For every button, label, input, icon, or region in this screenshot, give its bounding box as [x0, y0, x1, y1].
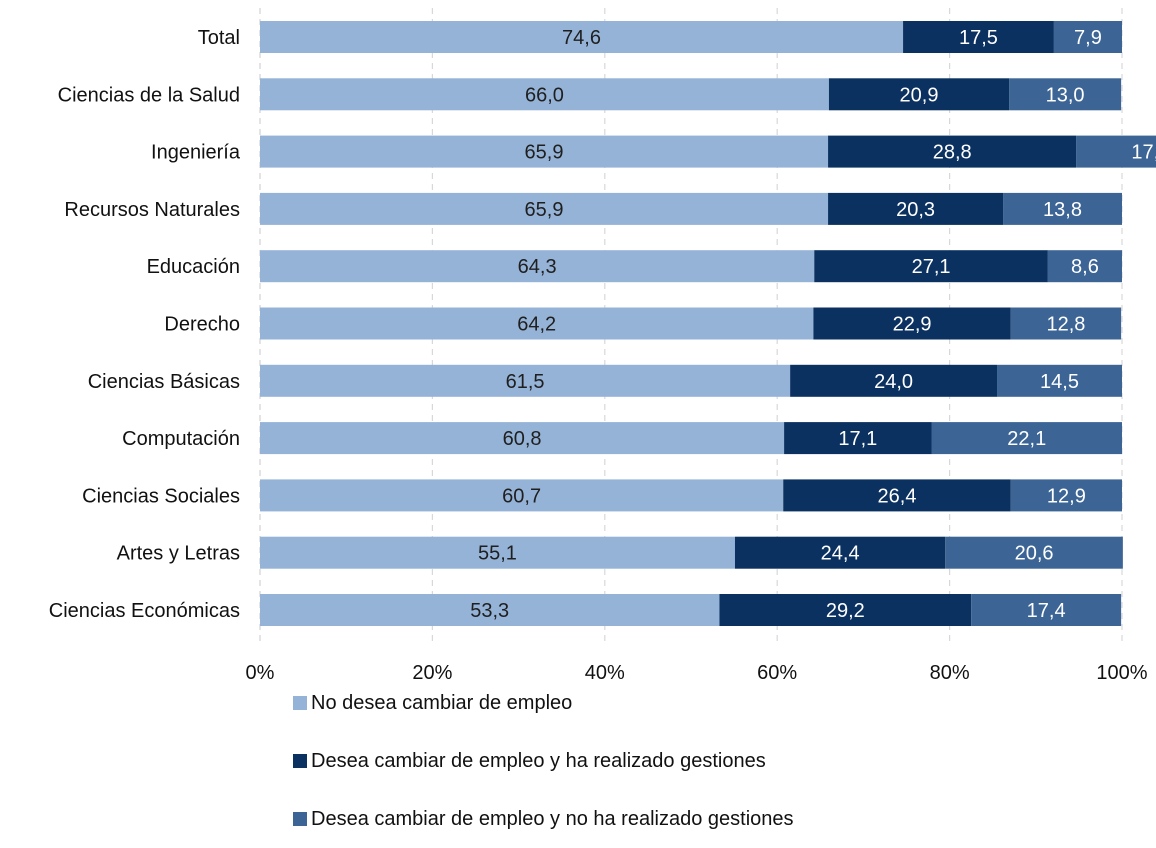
bar-segment-3 [945, 536, 1123, 569]
data-label-series-3: 17,4 [1027, 600, 1066, 622]
bar-segment-3 [1010, 307, 1122, 340]
data-label-series-3: 13,0 [1046, 84, 1085, 106]
data-label-series-1: 60,7 [502, 485, 541, 507]
bar-segment-1 [260, 422, 785, 455]
x-tick-label: 100% [1096, 662, 1147, 684]
chart-plot-area: 74,6 17,5 7,9 Total 66,0 20,9 13,0 Ciencias de … [49, 8, 1156, 684]
bar-segment-3 [1076, 135, 1156, 168]
stacked-bar-chart: 74,6 17,5 7,9 Total 66,0 20,9 13,0 Ciencias de … [48, 8, 1156, 830]
bar-segment-2 [828, 192, 1004, 225]
bar-segment-1 [260, 536, 735, 569]
legend-label-desea-cambiar-con-gestiones: Desea cambiar de empleo y ha realizado g… [311, 749, 766, 772]
data-label-series-3: 12,9 [1047, 485, 1086, 507]
bar-segment-2 [813, 307, 1011, 340]
bar-segment-1 [260, 78, 829, 111]
bar-segment-3 [997, 364, 1122, 397]
data-label-series-1: 55,1 [478, 543, 517, 565]
data-label-series-3: 8,6 [1071, 256, 1099, 278]
data-label-series-3: 17,3 [1131, 142, 1156, 164]
data-label-series-1: 74,6 [562, 27, 601, 49]
bar-segment-2 [783, 479, 1011, 512]
category-label: Educación [147, 256, 240, 278]
bar-segment-2 [719, 594, 972, 626]
category-label: Derecho [164, 314, 240, 336]
category-label: Recursos Naturales [64, 199, 240, 221]
data-label-series-3: 13,8 [1043, 199, 1082, 221]
legend-swatch-desea-cambiar-con-gestiones [293, 754, 307, 768]
bar-segment-3 [971, 594, 1122, 626]
x-tick-label: 80% [930, 662, 970, 684]
data-label-series-1: 60,8 [503, 428, 542, 450]
bar-segment-2 [790, 364, 998, 397]
data-label-series-3: 12,8 [1047, 314, 1086, 336]
data-label-series-2: 20,3 [896, 199, 935, 221]
data-label-series-2: 20,9 [900, 84, 939, 106]
bar-segment-1 [260, 250, 815, 283]
bar-segment-1 [260, 364, 791, 397]
category-label: Artes y Letras [117, 543, 240, 565]
bar-segment-3 [1047, 250, 1122, 283]
data-label-series-2: 27,1 [912, 256, 951, 278]
legend-item-no-desea-cambiar: No desea cambiar de empleo [293, 674, 1053, 732]
category-label: Ciencias Económicas [49, 600, 240, 622]
legend-swatch-desea-cambiar-sin-gestiones [293, 812, 307, 826]
legend-label-no-desea-cambiar: No desea cambiar de empleo [311, 691, 573, 714]
legend-item-desea-cambiar-con-gestiones: Desea cambiar de empleo y ha realizado g… [293, 732, 1053, 790]
x-tick-label: 20% [412, 662, 452, 684]
data-label-series-1: 65,9 [525, 199, 564, 221]
data-label-series-3: 7,9 [1074, 27, 1102, 49]
data-label-series-1: 53,3 [470, 600, 509, 622]
data-label-series-1: 64,2 [517, 314, 556, 336]
data-label-series-2: 24,0 [874, 371, 913, 393]
x-tick-label: 40% [585, 662, 625, 684]
bar-segment-2 [828, 78, 1010, 111]
data-label-series-2: 26,4 [878, 485, 917, 507]
bar-segment-3 [1003, 192, 1122, 225]
x-tick-label: 60% [757, 662, 797, 684]
category-label: Ciencias Básicas [88, 371, 240, 393]
data-label-series-3: 20,6 [1015, 543, 1054, 565]
bar-segment-2 [903, 21, 1054, 53]
data-label-series-2: 28,8 [933, 142, 972, 164]
bar-segment-1 [260, 479, 784, 512]
bar-segment-2 [784, 422, 932, 455]
data-label-series-1: 61,5 [506, 371, 545, 393]
bar-segment-3 [1009, 78, 1122, 111]
bar-segment-3 [1010, 479, 1122, 512]
bar-segment-2 [814, 250, 1048, 283]
category-label: Ingeniería [151, 142, 241, 164]
category-label: Computación [122, 428, 240, 450]
data-label-series-3: 14,5 [1040, 371, 1079, 393]
bar-segment-1 [260, 192, 829, 225]
legend-item-desea-cambiar-sin-gestiones: Desea cambiar de empleo y no ha realizad… [293, 790, 1053, 848]
bar-segment-2 [734, 536, 946, 569]
data-label-series-2: 17,1 [838, 428, 877, 450]
data-label-series-1: 66,0 [525, 84, 564, 106]
data-label-series-1: 65,9 [525, 142, 564, 164]
category-label: Ciencias Sociales [82, 485, 240, 507]
legend-swatch-no-desea-cambiar [293, 696, 307, 710]
bar-segment-1 [260, 135, 829, 168]
bar-segment-1 [260, 21, 904, 53]
bar-segment-1 [260, 594, 720, 626]
chart-legend: No desea cambiar de empleo Desea cambiar… [293, 674, 1053, 848]
data-label-series-1: 64,3 [518, 256, 557, 278]
data-label-series-2: 22,9 [893, 314, 932, 336]
bar-segment-3 [931, 422, 1122, 455]
data-label-series-2: 24,4 [821, 543, 860, 565]
legend-label-desea-cambiar-sin-gestiones: Desea cambiar de empleo y no ha realizad… [311, 807, 794, 830]
bar-segment-1 [260, 307, 814, 340]
bar-segment-2 [828, 135, 1077, 168]
category-label: Ciencias de la Salud [58, 84, 240, 106]
bar-segment-3 [1053, 21, 1122, 53]
x-tick-label: 0% [246, 662, 275, 684]
data-label-series-2: 29,2 [826, 600, 865, 622]
category-label: Total [198, 27, 240, 49]
data-label-series-2: 17,5 [959, 27, 998, 49]
data-label-series-3: 22,1 [1007, 428, 1046, 450]
